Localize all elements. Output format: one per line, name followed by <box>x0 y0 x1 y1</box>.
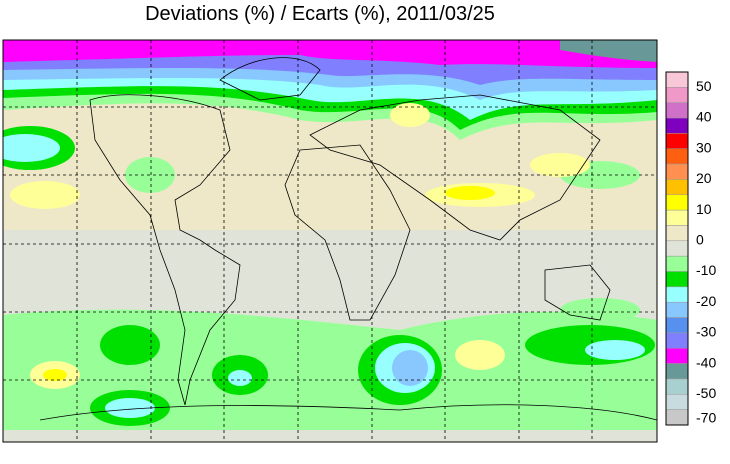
legend-label: -30 <box>696 324 716 340</box>
legend-swatch <box>665 133 689 149</box>
legend-swatch <box>665 71 689 88</box>
legend-swatch <box>665 255 689 272</box>
legend-swatch <box>665 317 689 334</box>
legend-swatch <box>665 271 689 288</box>
legend-swatch <box>665 409 689 426</box>
map-title: Deviations (%) / Ecarts (%), 2011/03/25 <box>145 3 495 25</box>
legend-swatch <box>665 394 689 410</box>
legend-label: 30 <box>696 139 712 155</box>
legend-label: 0 <box>696 232 704 248</box>
legend-swatch <box>665 163 689 180</box>
legend-swatch <box>665 179 689 196</box>
legend-swatch <box>665 102 689 119</box>
legend-swatch <box>665 378 689 395</box>
legend-frame <box>665 71 689 426</box>
legend-label: 50 <box>696 78 712 94</box>
legend-label: -10 <box>696 262 716 278</box>
color-legend: 50 40 30 20 10 0 -10 -20 -30 -40 -50 -70 <box>665 71 716 426</box>
legend-swatch <box>665 148 689 165</box>
legend-swatch <box>665 209 689 226</box>
legend-swatch <box>665 286 689 303</box>
legend-label: 10 <box>696 201 712 217</box>
legend-swatch <box>665 225 689 242</box>
legend-label: -40 <box>696 354 716 370</box>
legend-label: -20 <box>696 293 716 309</box>
legend-swatch <box>665 117 689 134</box>
legend-swatch <box>665 363 689 380</box>
legend-swatch <box>665 87 689 103</box>
legend-swatch <box>665 348 689 364</box>
legend-swatch <box>665 194 689 211</box>
map <box>2 39 658 443</box>
legend-swatch <box>665 332 689 349</box>
legend-label: 40 <box>696 109 712 125</box>
legend-swatch <box>665 301 689 318</box>
legend-label: 20 <box>696 170 712 186</box>
legend-label: -50 <box>696 385 716 401</box>
legend-swatch <box>665 240 689 257</box>
legend-label: -70 <box>696 410 716 426</box>
